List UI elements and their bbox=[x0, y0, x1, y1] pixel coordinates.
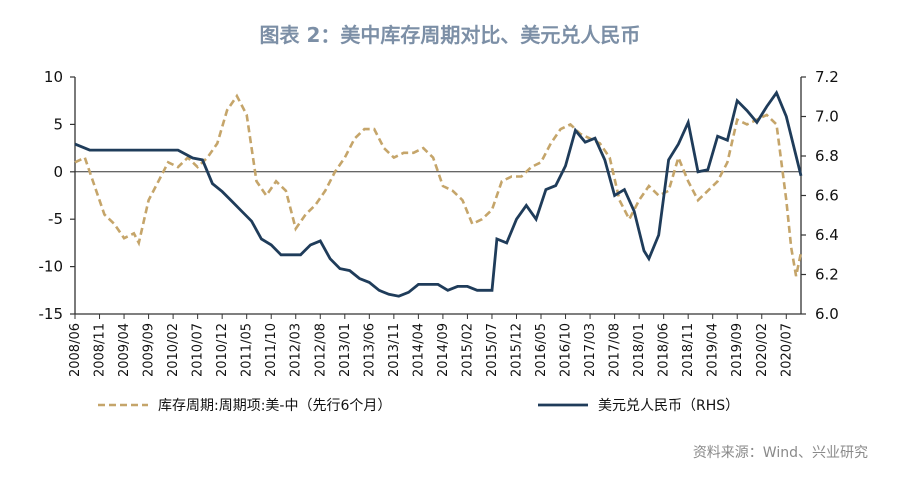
series-inventory-cycle-line bbox=[74, 93, 803, 277]
left-tick-label: 0 bbox=[53, 163, 63, 181]
source-note: 资料来源：Wind、兴业研究 bbox=[693, 445, 868, 461]
x-tick-label: 2019/04 bbox=[706, 323, 721, 377]
x-tick-label: 2018/06 bbox=[657, 323, 672, 377]
x-tick-label: 2018/11 bbox=[681, 323, 696, 377]
right-tick-label: 6.8 bbox=[815, 147, 839, 165]
x-tick-label: 2015/12 bbox=[509, 323, 524, 377]
x-tick-label: 2017/03 bbox=[583, 323, 598, 377]
x-tick-label: 2019/09 bbox=[730, 323, 745, 377]
x-tick-label: 2012/03 bbox=[289, 323, 304, 377]
left-tick-label: 5 bbox=[53, 115, 63, 133]
x-tick-label: 2009/04 bbox=[117, 323, 132, 377]
x-tick-label: 2010/02 bbox=[166, 323, 181, 377]
left-axis: 10 5 0 -5 -10 -15 bbox=[39, 68, 75, 323]
x-tick-label: 2013/11 bbox=[387, 323, 402, 377]
x-tick-label: 2011/10 bbox=[264, 323, 279, 377]
x-tick-label: 2016/05 bbox=[534, 323, 549, 377]
x-tick-label: 2013/06 bbox=[362, 323, 377, 377]
x-tick-label: 2014/04 bbox=[411, 323, 426, 377]
legend: 库存周期:周期项:美-中（先行6个月） 美元兑人民币（RHS） bbox=[98, 398, 739, 414]
x-tick-label: 2010/07 bbox=[191, 323, 206, 377]
x-tick-label: 2010/12 bbox=[215, 323, 230, 377]
left-tick-label: -10 bbox=[39, 258, 64, 276]
right-tick-label: 7.2 bbox=[815, 68, 839, 86]
right-tick-label: 6.0 bbox=[815, 305, 839, 323]
right-tick-label: 7.0 bbox=[815, 108, 839, 126]
x-tick-label: 2009/09 bbox=[142, 323, 157, 377]
right-tick-label: 6.4 bbox=[815, 226, 839, 244]
x-axis: 2008/06 2008/11 2009/04 2009/09 2010/02 2010/… bbox=[68, 314, 794, 377]
left-tick-label: -15 bbox=[39, 305, 64, 323]
chart-title: 图表 2：美中库存周期对比、美元兑人民币 bbox=[260, 23, 641, 47]
right-axis: 7.2 7.0 6.8 6.6 6.4 6.2 6.0 bbox=[801, 68, 839, 323]
x-tick-label: 2011/05 bbox=[240, 323, 255, 377]
x-tick-label: 2020/02 bbox=[755, 323, 770, 377]
x-tick-label: 2013/01 bbox=[338, 323, 353, 377]
right-tick-label: 6.6 bbox=[815, 187, 839, 205]
legend-label-usdcny: 美元兑人民币（RHS） bbox=[598, 398, 739, 414]
series-usdcny-line bbox=[74, 89, 803, 298]
x-tick-label: 2008/06 bbox=[68, 323, 83, 377]
x-tick-label: 2012/08 bbox=[313, 323, 328, 377]
right-tick-label: 6.2 bbox=[815, 266, 839, 284]
x-tick-label: 2020/07 bbox=[779, 323, 794, 377]
left-tick-label: -5 bbox=[48, 210, 63, 228]
x-tick-label: 2017/08 bbox=[608, 323, 623, 377]
x-tick-label: 2015/07 bbox=[485, 323, 500, 377]
x-tick-label: 2018/01 bbox=[632, 323, 647, 377]
left-tick-label: 10 bbox=[44, 68, 63, 86]
x-tick-label: 2015/02 bbox=[460, 323, 475, 377]
x-tick-label: 2008/11 bbox=[93, 323, 108, 377]
x-tick-label: 2014/09 bbox=[436, 323, 451, 377]
x-tick-label: 2016/10 bbox=[559, 323, 574, 377]
legend-label-inventory-cycle: 库存周期:周期项:美-中（先行6个月） bbox=[158, 398, 391, 414]
